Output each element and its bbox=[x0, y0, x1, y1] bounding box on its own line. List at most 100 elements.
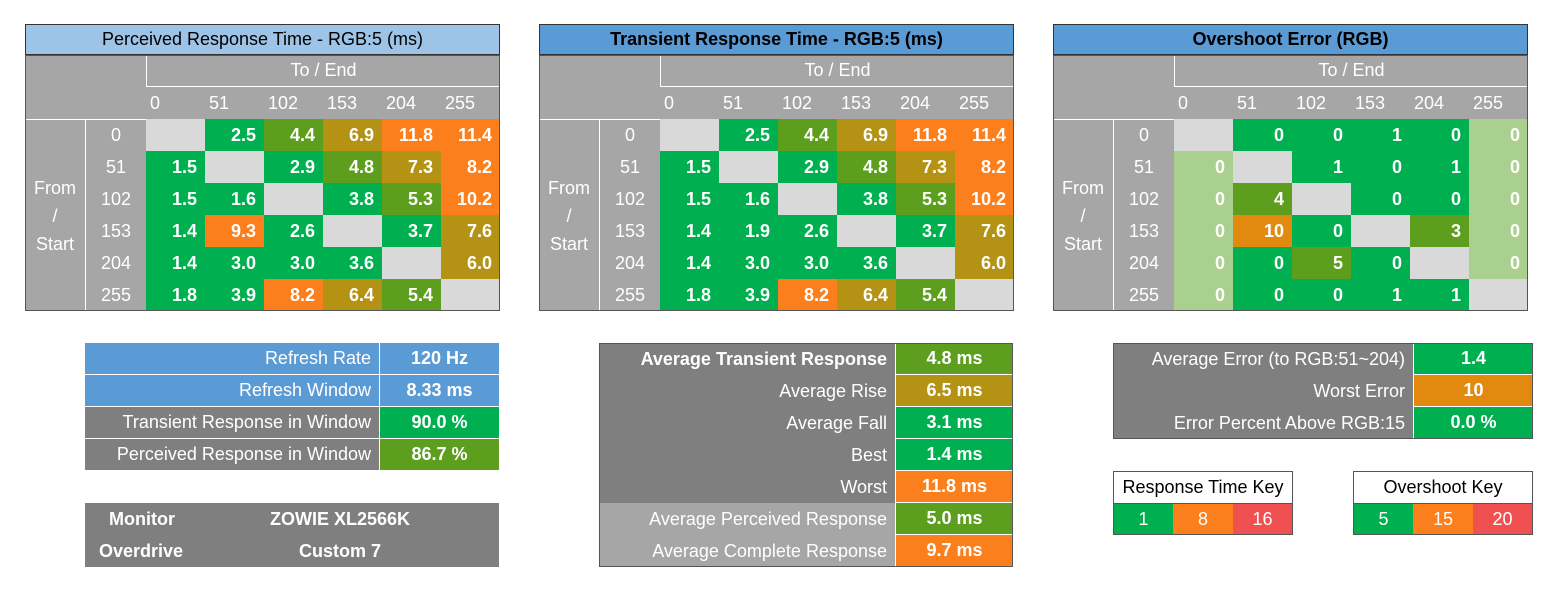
error-stat-label: Worst Error bbox=[1113, 375, 1413, 407]
row-header-word: From bbox=[1062, 177, 1104, 198]
column-level-label: 204 bbox=[1410, 87, 1469, 119]
heatmap-cell: 3.0 bbox=[264, 247, 323, 279]
heatmap-cell: 0 bbox=[1410, 183, 1469, 215]
average-stat-label: Average Fall bbox=[599, 407, 895, 439]
heatmap-cell: 2.6 bbox=[778, 215, 837, 247]
heatmap-cell: 2.9 bbox=[778, 151, 837, 183]
column-level-label: 0 bbox=[146, 87, 205, 119]
heatmap-cell: 1.9 bbox=[719, 215, 778, 247]
row-header-word: / bbox=[1080, 205, 1086, 226]
heatmap-cell-empty bbox=[837, 215, 896, 247]
header-corner bbox=[1053, 55, 1174, 119]
heatmap-cell: 11.8 bbox=[382, 119, 441, 151]
row-level-label: 204 bbox=[86, 247, 146, 279]
heatmap-cell: 3 bbox=[1410, 215, 1469, 247]
column-level-label: 0 bbox=[1174, 87, 1233, 119]
heatmap-cell: 3.0 bbox=[205, 247, 264, 279]
average-stat-label: Average Transient Response bbox=[599, 343, 895, 375]
error-stat-value: 10 bbox=[1413, 375, 1533, 407]
row-level-label: 0 bbox=[86, 119, 146, 151]
row-header-word: Start bbox=[1063, 233, 1102, 254]
heatmap-cell: 4.8 bbox=[837, 151, 896, 183]
column-level-label: 102 bbox=[778, 87, 837, 119]
heatmap-cell: 10.2 bbox=[441, 183, 500, 215]
heatmap-cell: 1.5 bbox=[660, 151, 719, 183]
heatmap-cell: 3.6 bbox=[837, 247, 896, 279]
heatmap-cell-empty bbox=[1410, 247, 1469, 279]
column-level-label: 153 bbox=[1351, 87, 1410, 119]
monitor-label: Overdrive bbox=[99, 540, 184, 561]
heatmap-cell: 6.0 bbox=[955, 247, 1014, 279]
column-level-label: 102 bbox=[264, 87, 323, 119]
heatmap-cell: 0 bbox=[1351, 247, 1410, 279]
heatmap-cell: 4 bbox=[1233, 183, 1292, 215]
heatmap-cell-empty bbox=[264, 183, 323, 215]
average-stat-value: 5.0 ms bbox=[895, 503, 1013, 535]
row-header-word: / bbox=[566, 205, 572, 226]
heatmap-cell-empty bbox=[955, 279, 1014, 311]
row-header-word: From bbox=[34, 177, 76, 198]
heatmap-cell: 11.4 bbox=[441, 119, 500, 151]
heatmap-cell: 0 bbox=[1174, 247, 1233, 279]
row-header-label: From / Start bbox=[25, 119, 86, 311]
heatmap-cell: 0 bbox=[1351, 151, 1410, 183]
row-level-label: 153 bbox=[1114, 215, 1174, 247]
heatmap-cell: 1.4 bbox=[146, 247, 205, 279]
average-stat-label: Best bbox=[599, 439, 895, 471]
heatmap-cell: 8.2 bbox=[778, 279, 837, 311]
heatmap-cell-empty bbox=[382, 247, 441, 279]
average-stat-label: Worst bbox=[599, 471, 895, 503]
column-level-label: 51 bbox=[205, 87, 264, 119]
row-header-word: / bbox=[52, 205, 58, 226]
row-level-label: 255 bbox=[1114, 279, 1174, 311]
monitor-label: Monitor bbox=[109, 508, 175, 529]
refresh-stat-label: Perceived Response in Window bbox=[85, 439, 379, 471]
heatmap-cell: 2.5 bbox=[719, 119, 778, 151]
row-level-label: 0 bbox=[600, 119, 660, 151]
heatmap-cell: 0 bbox=[1174, 215, 1233, 247]
column-level-label: 102 bbox=[1292, 87, 1351, 119]
column-level-label: 204 bbox=[382, 87, 441, 119]
heatmap-cell: 6.0 bbox=[441, 247, 500, 279]
heatmap-cell: 0 bbox=[1469, 183, 1528, 215]
heatmap-cell: 0 bbox=[1469, 215, 1528, 247]
heatmap-cell: 3.7 bbox=[896, 215, 955, 247]
heatmap-cell: 6.4 bbox=[323, 279, 382, 311]
column-level-label: 204 bbox=[896, 87, 955, 119]
row-level-label: 255 bbox=[86, 279, 146, 311]
heatmap-cell: 9.3 bbox=[205, 215, 264, 247]
heatmap-cell: 1 bbox=[1410, 279, 1469, 311]
heatmap-cell: 0 bbox=[1292, 279, 1351, 311]
refresh-stat-label: Refresh Rate bbox=[85, 343, 379, 375]
heatmap-cell-empty bbox=[719, 151, 778, 183]
monitor-value: ZOWIE XL2566K bbox=[269, 508, 411, 529]
heatmap-cell: 1.6 bbox=[205, 183, 264, 215]
heatmap-cell: 1.4 bbox=[660, 247, 719, 279]
refresh-stat-value: 8.33 ms bbox=[379, 375, 499, 407]
heatmap-cell: 8.2 bbox=[441, 151, 500, 183]
heatmap-cell-empty bbox=[1469, 279, 1528, 311]
heatmap-cell: 2.9 bbox=[264, 151, 323, 183]
heatmap-cell: 6.9 bbox=[323, 119, 382, 151]
heatmap-cell: 5.4 bbox=[896, 279, 955, 311]
error-stat-label: Error Percent Above RGB:15 bbox=[1113, 407, 1413, 439]
row-header-word: From bbox=[548, 177, 590, 198]
row-level-label: 51 bbox=[86, 151, 146, 183]
response-key-value: 1 bbox=[1113, 504, 1173, 535]
heatmap-cell: 10 bbox=[1233, 215, 1292, 247]
row-level-label: 51 bbox=[1114, 151, 1174, 183]
heatmap-cell: 6.9 bbox=[837, 119, 896, 151]
heatmap-cell: 6.4 bbox=[837, 279, 896, 311]
column-level-label: 0 bbox=[660, 87, 719, 119]
row-header-word: Start bbox=[549, 233, 588, 254]
heatmap-cell-empty bbox=[1174, 119, 1233, 151]
heatmap-cell: 5.3 bbox=[382, 183, 441, 215]
heatmap-cell: 1.4 bbox=[660, 215, 719, 247]
heatmap-cell: 1.5 bbox=[146, 151, 205, 183]
heatmap-cell: 1 bbox=[1410, 151, 1469, 183]
row-header-word: Start bbox=[35, 233, 74, 254]
heatmap-cell: 2.6 bbox=[264, 215, 323, 247]
heatmap-cell: 11.4 bbox=[955, 119, 1014, 151]
heatmap-cell-empty bbox=[1351, 215, 1410, 247]
column-level-label: 255 bbox=[441, 87, 500, 119]
